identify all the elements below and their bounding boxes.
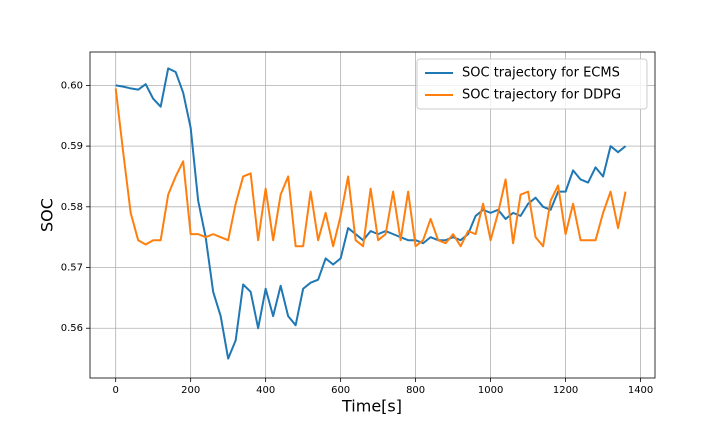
y-tick-label: 0.56: [61, 323, 83, 334]
plot-frame: [89, 51, 656, 379]
x-tick-label: 400: [256, 385, 275, 396]
x-tick-label: 1400: [628, 385, 653, 396]
x-tick-label: 600: [331, 385, 350, 396]
series-line: [115, 67, 627, 360]
legend-label: SOC trajectory for DDPG: [462, 88, 621, 103]
y-tick-label: 0.60: [61, 80, 83, 91]
y-tick-label: 0.59: [61, 141, 83, 152]
x-axis-label: Time[s]: [341, 397, 402, 416]
x-tick-label: 1000: [478, 385, 503, 396]
y-axis-label: SOC: [38, 198, 57, 232]
series-line: [114, 88, 627, 248]
x-tick-label: 0: [112, 385, 118, 396]
y-tick-label: 0.57: [61, 263, 83, 274]
x-tick-label: 200: [181, 385, 200, 396]
x-tick-label: 1200: [553, 385, 578, 396]
x-tick-label: 800: [406, 385, 425, 396]
y-tick-label: 0.58: [61, 202, 83, 213]
legend-box: [416, 58, 648, 110]
legend-label: SOC trajectory for ECMS: [462, 66, 620, 81]
